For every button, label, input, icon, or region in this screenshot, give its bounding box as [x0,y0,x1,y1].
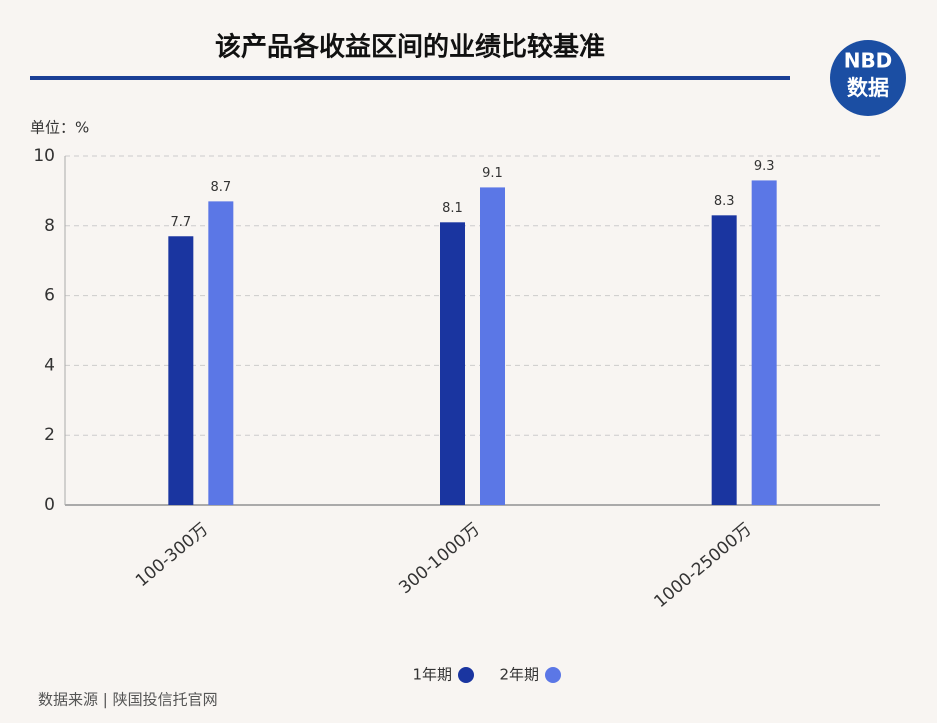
source: 数据来源 | 陕国投信托官网 [38,691,218,709]
unit-label: 单位：% [30,119,89,137]
logo-badge [830,40,906,116]
bar [711,215,737,505]
bar [751,180,777,505]
bar [168,236,194,505]
title-rule [30,76,790,80]
bar [440,222,465,505]
y-tick-label: 10 [33,146,55,166]
bar [208,201,234,505]
logo-brand: NBD [844,49,893,73]
y-tick-label: 0 [44,495,55,515]
legend-swatch [545,667,561,683]
legend-label: 2年期 [499,666,539,684]
y-tick-label: 6 [44,286,55,306]
logo-label: 数据 [847,76,889,100]
legend-label: 1年期 [412,666,452,684]
value-label: 9.3 [754,159,775,174]
value-label: 7.7 [170,215,191,230]
value-label: 8.1 [442,201,463,216]
y-tick-label: 8 [44,216,55,236]
value-label: 8.7 [210,180,231,195]
value-label: 8.3 [714,194,735,209]
legend-swatch [458,667,474,683]
y-tick-label: 4 [44,355,55,375]
value-label: 9.1 [482,166,503,181]
bar [480,187,505,505]
y-tick-label: 2 [44,425,55,445]
chart-title: 该产品各收益区间的业绩比较基准 [215,32,605,63]
